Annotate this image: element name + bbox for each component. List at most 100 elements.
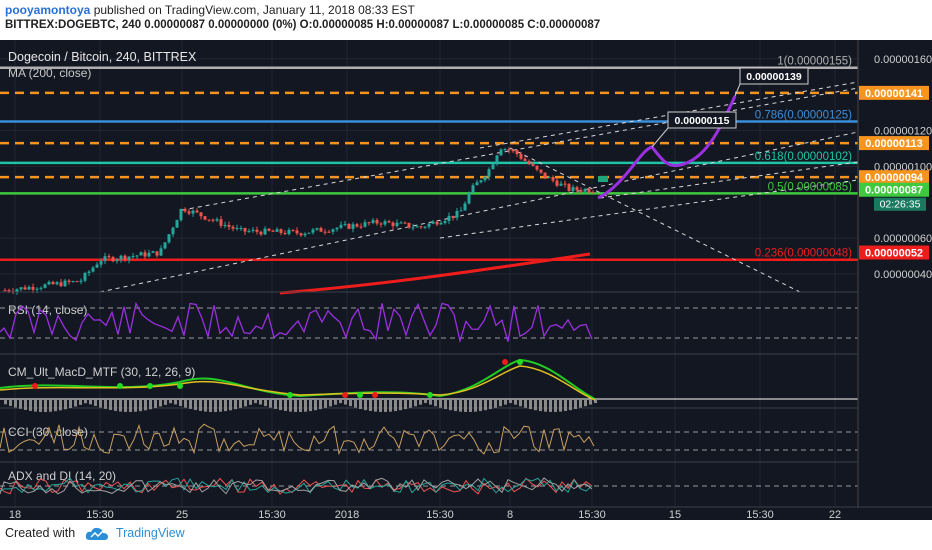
candle-body [227, 224, 231, 227]
macd-histogram-bar [479, 399, 482, 412]
macd-histogram-bar [529, 399, 532, 410]
y-tick-label: 0.00000160 [874, 54, 932, 66]
candle-body [399, 222, 403, 224]
candle-body [63, 280, 67, 287]
candle-body [503, 149, 507, 151]
macd-cross-dot [342, 392, 348, 398]
macd-histogram-bar [164, 399, 167, 405]
candle-body [175, 220, 179, 228]
candle-body [179, 208, 183, 221]
candle-body [487, 169, 491, 177]
candle-body [483, 176, 487, 181]
price-badge-label: 0.00000113 [865, 138, 923, 150]
candle-body [275, 229, 279, 232]
macd-histogram-bar [199, 399, 202, 411]
x-tick-label: 2018 [335, 509, 359, 520]
macd-histogram-bar [334, 399, 337, 405]
candle-body [443, 221, 447, 223]
candle-body [115, 259, 119, 262]
candle-body [171, 227, 175, 235]
candle-body [119, 255, 123, 260]
macd-histogram-bar [434, 399, 437, 407]
macd-histogram-bar [279, 399, 282, 411]
macd-histogram-bar [414, 399, 417, 407]
candle-body [571, 187, 575, 191]
tradingview-brand[interactable]: TradingView [115, 526, 185, 540]
candle-body [323, 231, 327, 233]
macd-histogram-bar [304, 399, 307, 412]
candle-body [71, 281, 75, 283]
author-link[interactable]: pooyamontoya [5, 3, 91, 17]
macd-histogram-bar [579, 399, 582, 408]
candle-body [83, 272, 87, 281]
candle-body [583, 189, 587, 192]
fib-level-label: 0.236(0.00000048) [755, 248, 852, 260]
macd-histogram-bar [9, 399, 12, 406]
published-text: published on TradingView.com, January 11… [93, 3, 415, 17]
y-tick-label: 0.00000040 [874, 269, 932, 281]
macd-histogram-bar [484, 399, 487, 411]
candle-body [559, 183, 563, 186]
candle-body [219, 219, 223, 226]
macd-histogram-bar [559, 399, 562, 412]
macd-histogram-bar [139, 399, 142, 412]
candle-body [499, 149, 503, 156]
macd-histogram-bar [329, 399, 332, 407]
macd-histogram-bar [444, 399, 447, 410]
candle-body [455, 211, 459, 218]
candle-body [27, 286, 31, 290]
trend-line [181, 87, 859, 211]
candle-body [351, 224, 355, 229]
candle-body [439, 222, 443, 225]
macd-cross-dot [372, 392, 378, 398]
macd-histogram-bar [24, 399, 27, 410]
candle-body [247, 230, 251, 232]
candle-body [407, 222, 411, 228]
candle-body [55, 282, 59, 285]
price-badge-label: 0.00000087 [865, 185, 923, 197]
candle-body [211, 219, 215, 221]
macd-histogram-bar [29, 399, 32, 411]
candle-body [339, 224, 343, 228]
candle-body [327, 231, 331, 233]
macd-histogram-bar [174, 399, 177, 405]
macd-cross-dot [357, 392, 363, 398]
candle-body [451, 215, 455, 218]
macd-histogram-bar [439, 399, 442, 408]
candle-body [471, 185, 475, 193]
candle-body [391, 222, 395, 227]
macd-histogram-bar [39, 399, 42, 412]
macd-histogram-bar [524, 399, 527, 408]
cci-line [0, 423, 595, 456]
macd-title: CM_Ult_MacD_MTF (30, 12, 26, 9) [8, 365, 195, 379]
x-tick-label: 18 [9, 509, 21, 520]
candle-body [419, 226, 423, 228]
candle-body [31, 286, 35, 290]
price-badge-label: 0.00000052 [865, 248, 923, 260]
candle-body [303, 233, 307, 236]
candle-body [271, 230, 275, 232]
candle-body [167, 234, 171, 243]
candle-body [459, 210, 463, 212]
macd-cross-dot [287, 392, 293, 398]
macd-histogram-bar [514, 399, 517, 405]
macd-histogram-bar [349, 399, 352, 407]
macd-histogram-bar [254, 399, 257, 404]
candle-body [163, 242, 167, 249]
chart-canvas[interactable]: Dogecoin / Bitcoin, 240, BITTREX MA (200,… [0, 40, 932, 520]
macd-histogram-bar [534, 399, 537, 411]
macd-histogram-bar [114, 399, 117, 411]
macd-histogram-bar [129, 399, 132, 412]
macd-histogram-bar [4, 399, 7, 405]
macd-histogram-bar [259, 399, 262, 405]
macd-histogram-bar [314, 399, 317, 411]
candle-body [547, 177, 551, 179]
candle-body [587, 189, 591, 193]
candle-body [95, 264, 99, 268]
macd-histogram-bar [19, 399, 22, 409]
candle-body [535, 165, 539, 170]
macd-histogram-bar [584, 399, 587, 407]
footer: Created with TradingView [5, 526, 185, 541]
macd-histogram-bar [489, 399, 492, 410]
macd-cross-dot [177, 383, 183, 389]
